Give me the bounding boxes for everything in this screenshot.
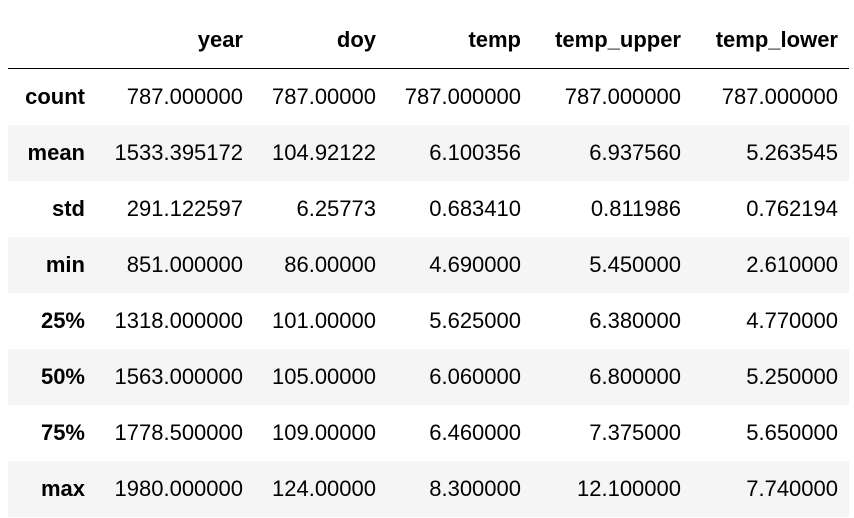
table-cell: 6.25773 [296, 195, 376, 221]
table-cell: 787.000000 [721, 83, 838, 109]
table-cell: 6.380000 [589, 307, 681, 333]
table-cell: 1980.000000 [114, 475, 243, 501]
table-cell: 8.300000 [429, 475, 521, 501]
column-header: temp_upper [532, 12, 692, 69]
table-cell: 1778.500000 [114, 419, 243, 445]
row-label: 25% [40, 307, 85, 333]
table-cell: 6.800000 [589, 363, 681, 389]
column-header: temp [387, 12, 532, 69]
row-label: std [52, 195, 85, 221]
table-row: std 291.122597 6.25773 0.683410 0.811986 0.76… [8, 181, 849, 237]
table-cell: 4.690000 [429, 251, 521, 277]
column-header: year [96, 12, 254, 69]
table-row: 25% 1318.000000 101.00000 5.625000 6.380000 4… [8, 293, 849, 349]
header-row: year doy temp temp_upper temp_lower [8, 12, 849, 69]
table-cell: 6.060000 [429, 363, 521, 389]
table-row: 75% 1778.500000 109.00000 6.460000 7.375000 5… [8, 405, 849, 461]
table-cell: 5.625000 [429, 307, 521, 333]
table-cell: 851.000000 [126, 251, 243, 277]
table-cell: 2.610000 [746, 251, 838, 277]
table-cell: 0.811986 [590, 195, 681, 221]
table-cell: 1318.000000 [114, 307, 243, 333]
column-header: temp_lower [692, 12, 849, 69]
table-cell: 787.00000 [272, 83, 376, 109]
table-body: count 787.000000 787.00000 787.000000 787.00… [8, 69, 849, 517]
table-cell: 104.92122 [272, 139, 376, 165]
table-cell: 12.100000 [577, 475, 681, 501]
table-cell: 7.740000 [746, 475, 838, 501]
table-row: mean 1533.395172 104.92122 6.100356 6.937560… [8, 124, 849, 181]
table-cell: 109.00000 [272, 419, 376, 445]
table-cell: 6.937560 [589, 139, 681, 165]
table-cell: 7.375000 [589, 419, 681, 445]
row-label: 75% [40, 419, 85, 445]
table-header: year doy temp temp_upper temp_lower [8, 12, 849, 69]
table-cell: 86.00000 [284, 251, 376, 277]
table-cell: 6.460000 [429, 419, 521, 445]
row-label: count [25, 83, 85, 109]
table-cell: 291.122597 [126, 195, 243, 221]
row-label: max [40, 475, 85, 501]
table-cell: 1563.000000 [114, 363, 243, 389]
table-cell: 105.00000 [272, 363, 376, 389]
table-cell: 101.00000 [272, 307, 376, 333]
corner-cell [8, 12, 96, 69]
table-cell: 0.683410 [429, 195, 521, 221]
table-cell: 5.250000 [746, 363, 838, 389]
table-cell: 0.762194 [746, 195, 838, 221]
table-cell: 4.770000 [746, 307, 838, 333]
describe-table: year doy temp temp_upper temp_lower count 787… [8, 12, 849, 517]
table-cell: 1533.395172 [114, 139, 243, 165]
table-cell: 5.650000 [746, 419, 838, 445]
table-cell: 5.263545 [746, 139, 838, 165]
table-cell: 124.00000 [272, 475, 376, 501]
table-row: 50% 1563.000000 105.00000 6.060000 6.800000 5… [8, 348, 849, 405]
table-row: max 1980.000000 124.00000 8.300000 12.100000… [8, 460, 849, 517]
row-label: mean [27, 139, 85, 165]
table-cell: 787.000000 [404, 83, 521, 109]
row-label: 50% [40, 363, 85, 389]
table-row: min 851.000000 86.00000 4.690000 5.450000 2.6… [8, 236, 849, 293]
row-label: min [45, 251, 85, 277]
table-cell: 787.000000 [126, 83, 243, 109]
table-cell: 5.450000 [589, 251, 681, 277]
table-cell: 6.100356 [429, 139, 521, 165]
column-header: doy [254, 12, 387, 69]
table-cell: 787.000000 [564, 83, 681, 109]
table-row: count 787.000000 787.00000 787.000000 787.00… [8, 69, 849, 125]
